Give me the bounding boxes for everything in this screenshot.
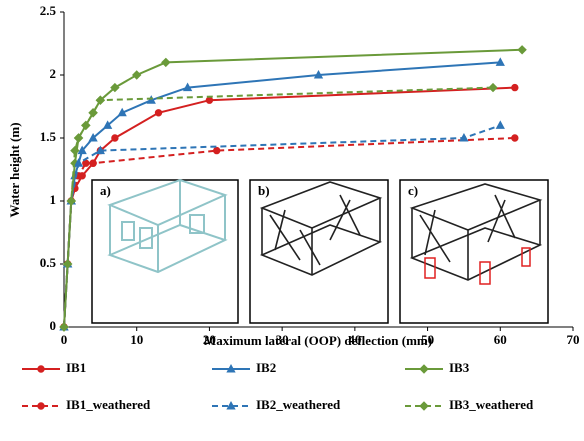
y-tick-label: 1 [50,192,57,207]
inset-label: b) [258,183,270,198]
data-point [162,58,170,66]
data-point [82,121,90,129]
inset-c [400,180,548,323]
x-tick-label: 20 [203,332,216,347]
data-point [512,135,518,141]
x-tick-label: 50 [421,332,434,347]
y-tick-label: 0 [50,318,57,333]
x-tick-label: 70 [567,332,580,347]
inset-a [92,180,238,323]
data-point [90,160,96,166]
chart: Maximum lateral (OOP) deflection (mm) Wa… [0,0,584,441]
data-point [512,84,518,90]
data-point [155,110,161,116]
inset-label: c) [408,183,418,198]
inset-b [250,180,388,323]
data-point [89,109,97,117]
legend-label: IB2_weathered [256,397,341,412]
legend-label: IB3_weathered [449,397,534,412]
data-point [133,71,141,79]
x-tick-label: 30 [276,332,289,347]
x-tick-label: 10 [130,332,143,347]
legend-marker [420,365,428,373]
legend-marker [38,366,44,372]
y-tick-label: 1.5 [40,129,57,144]
y-tick-label: 0.5 [40,255,57,270]
y-axis-label: Water height (m) [7,122,22,217]
data-point [214,147,220,153]
y-tick-label: 2 [50,66,57,81]
data-point [112,135,118,141]
inset-label: a) [100,183,111,198]
data-point [496,121,504,128]
x-axis-label: Maximum lateral (OOP) deflection (mm) [204,333,432,348]
legend-label: IB1_weathered [66,397,151,412]
legend-label: IB1 [66,360,86,375]
y-tick-label: 2.5 [40,3,57,18]
x-tick-label: 0 [61,332,68,347]
legend-label: IB2 [256,360,276,375]
legend-marker [420,402,428,410]
x-tick-label: 60 [494,332,507,347]
data-point [206,97,212,103]
legend-marker [38,403,44,409]
data-point [518,46,526,54]
data-point [75,134,83,142]
data-point [489,84,497,92]
x-tick-label: 40 [348,332,361,347]
legend-label: IB3 [449,360,470,375]
